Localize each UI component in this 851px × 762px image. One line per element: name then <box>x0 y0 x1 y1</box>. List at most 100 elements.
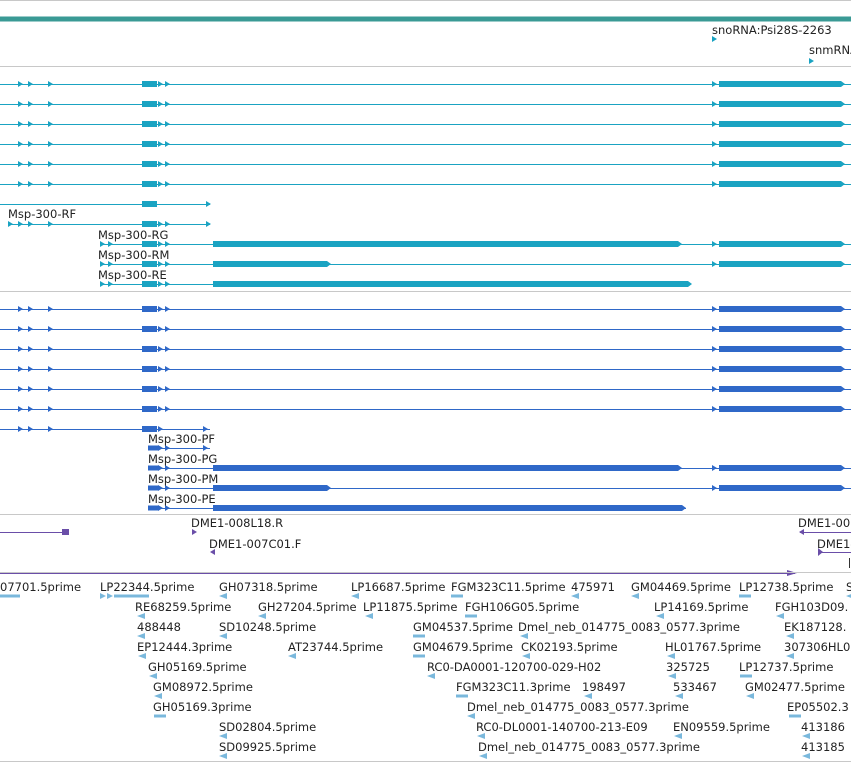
est-label[interactable]: SD02804.5prime <box>219 720 317 734</box>
protein-exon-arrow <box>165 465 170 471</box>
protein-label[interactable]: Msp-300-PF <box>148 432 216 446</box>
est-label[interactable]: RC0-DL0001-140700-213-E09 <box>476 720 648 734</box>
protein-exon <box>142 306 157 312</box>
transcript-label[interactable]: Msp-300-RG <box>98 228 169 242</box>
track-separator <box>0 572 851 573</box>
est-arrow <box>365 613 373 619</box>
est-label[interactable]: GM04469.5prime <box>631 580 731 594</box>
est-arrow <box>522 653 530 659</box>
est-label[interactable]: HL01767.5prime <box>665 640 762 654</box>
est-label[interactable]: GH07318.5prime <box>219 580 318 594</box>
est-label[interactable]: EP05502.3 <box>787 700 849 714</box>
transcript-exon <box>213 241 682 247</box>
transcript-exon <box>719 141 845 147</box>
est-label[interactable]: LP14169.5prime <box>654 600 749 614</box>
transcript-exon-arrow <box>28 141 33 147</box>
est-label[interactable]: LP22344.5prime <box>100 580 195 594</box>
transcript-exon-arrow <box>158 261 163 267</box>
est-label[interactable]: SD10248.5prime <box>219 620 317 634</box>
est-label[interactable]: 533467 <box>673 680 717 694</box>
protein-exon <box>148 485 158 491</box>
est-label[interactable]: 198497 <box>582 680 626 694</box>
transcript-label[interactable]: Msp-300-RM <box>98 248 170 262</box>
est-label[interactable]: FGH106G05.5prime <box>465 600 580 614</box>
transcript-label[interactable]: Msp-300-RF <box>8 207 77 221</box>
snorna-label[interactable]: snmRNA: <box>809 43 851 57</box>
clone-label[interactable]: DME1-008L18.R <box>191 516 284 530</box>
est-label[interactable]: FGM323C11.3prime <box>456 680 571 694</box>
protein-label[interactable]: Msp-300-PM <box>148 472 219 486</box>
protein-exon <box>142 406 157 412</box>
protein-exon-arrow <box>165 306 170 312</box>
clone-edge-mark <box>849 558 850 568</box>
est-label[interactable]: EN09559.5prime <box>673 720 770 734</box>
est-label[interactable]: LP11875.5prime <box>363 600 458 614</box>
protein-exon-arrow <box>165 505 170 511</box>
est-label[interactable]: 413186 <box>801 720 845 734</box>
est-label[interactable]: LP12738.5prime <box>739 580 834 594</box>
est-label[interactable]: LP12737.5prime <box>739 660 834 674</box>
est-label[interactable]: GH05169.5prime <box>148 660 247 674</box>
transcript-exon <box>142 281 157 287</box>
clone-arrow <box>799 529 804 535</box>
est-label[interactable]: GH27204.5prime <box>258 600 357 614</box>
protein-label[interactable]: Msp-300-PG <box>148 452 218 466</box>
protein-exon-arrow <box>712 366 717 372</box>
est-label[interactable]: RC0-DA0001-120700-029-H02 <box>427 660 602 674</box>
transcript-exon <box>142 201 157 207</box>
clone-label[interactable]: DME1-00 <box>798 516 851 530</box>
clone-arrow <box>787 570 797 576</box>
est-label[interactable]: GM04537.5prime <box>413 620 513 634</box>
est-feature <box>413 634 425 638</box>
est-label[interactable]: SD09925.5prime <box>219 740 317 754</box>
transcript-exon-arrow <box>158 181 163 187</box>
est-label[interactable]: Dmel_neb_014775_0083_0577.3prime <box>478 740 700 754</box>
est-feature <box>789 714 801 718</box>
protein-exon-arrow <box>158 485 163 491</box>
protein-exon <box>719 386 845 392</box>
snorna-label[interactable]: snoRNA:Psi28S-2263 <box>712 23 832 37</box>
est-label[interactable]: EK187128. <box>784 620 847 634</box>
protein-exon <box>213 485 331 491</box>
est-label[interactable]: GM08972.5prime <box>153 680 253 694</box>
transcript-exon-arrow <box>18 121 23 127</box>
est-label[interactable]: GM04679.5prime <box>413 640 513 654</box>
est-label[interactable]: Dmel_neb_014775_0083_0577.3prime <box>518 620 740 634</box>
est-label[interactable]: EP12444.3prime <box>137 640 233 654</box>
clone-label[interactable]: DME1-007C01.F <box>209 537 302 551</box>
est-label[interactable]: FGH103D09. <box>775 600 849 614</box>
protein-label[interactable]: Msp-300-PE <box>148 492 216 506</box>
transcript-label[interactable]: Msp-300-RE <box>98 268 167 282</box>
est-label[interactable]: S <box>846 580 851 594</box>
protein-exon-arrow <box>158 426 163 432</box>
est-label[interactable]: 325725 <box>666 660 710 674</box>
transcript-exon-arrow <box>165 281 170 287</box>
est-arrow <box>631 593 639 599</box>
track-separator <box>0 66 851 67</box>
est-label[interactable]: 413185 <box>801 740 845 754</box>
est-label[interactable]: Dmel_neb_014775_0083_0577.3prime <box>467 700 689 714</box>
est-arrow <box>520 633 528 639</box>
est-arrow <box>427 673 435 679</box>
est-label[interactable]: 07701.5prime <box>0 580 82 594</box>
protein-exon-arrow <box>28 306 33 312</box>
protein-exon-arrow <box>158 306 163 312</box>
clone-end <box>818 548 823 556</box>
est-arrow <box>137 633 145 639</box>
scale-bar <box>0 16 851 22</box>
est-label[interactable]: FGM323C11.5prime <box>451 580 566 594</box>
est-label[interactable]: 307306HL0 <box>784 640 851 654</box>
est-label[interactable]: 488448 <box>137 620 181 634</box>
protein-exon <box>213 505 686 511</box>
transcript-exon-arrow <box>48 141 53 147</box>
clone-label[interactable]: DME1- <box>817 537 851 551</box>
est-label[interactable]: GH05169.3prime <box>153 700 252 714</box>
est-label[interactable]: AT23744.5prime <box>288 640 384 654</box>
est-label[interactable]: CK02193.5prime <box>521 640 618 654</box>
est-label[interactable]: GM02477.5prime <box>745 680 845 694</box>
est-label[interactable]: LP16687.5prime <box>351 580 446 594</box>
est-arrow <box>138 653 146 659</box>
est-arrow <box>668 673 676 679</box>
est-label[interactable]: 475971 <box>571 580 615 594</box>
est-label[interactable]: RE68259.5prime <box>135 600 232 614</box>
